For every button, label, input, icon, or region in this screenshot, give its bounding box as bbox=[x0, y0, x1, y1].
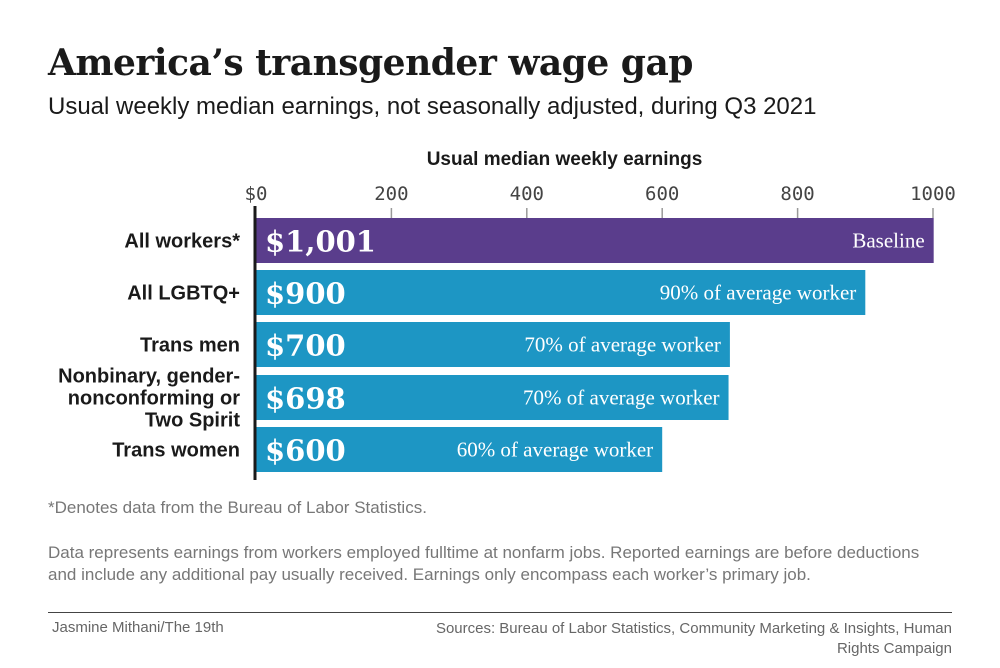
footer-divider bbox=[48, 612, 952, 613]
x-tick-label: 1000 bbox=[910, 183, 956, 205]
bar-value-label: $900 bbox=[265, 277, 346, 311]
bar-annotation: 90% of average worker bbox=[660, 281, 857, 305]
bar bbox=[256, 375, 729, 420]
category-label: Trans men bbox=[140, 335, 240, 357]
bar bbox=[256, 218, 934, 263]
category-label: Trans women bbox=[112, 440, 240, 462]
category-label: All workers* bbox=[124, 231, 240, 253]
bar-annotation: Baseline bbox=[852, 229, 924, 253]
x-tick-label: 200 bbox=[374, 183, 408, 205]
category-label: Nonbinary, gender- bbox=[58, 366, 240, 388]
bar-value-label: $700 bbox=[265, 329, 346, 363]
axis-title: Usual median weekly earnings bbox=[427, 149, 703, 170]
author-credit: Jasmine Mithani/The 19th bbox=[52, 619, 224, 636]
category-label: nonconforming or bbox=[68, 388, 240, 410]
methodology-note: Data represents earnings from workers em… bbox=[48, 543, 920, 584]
bar-annotation: 70% of average worker bbox=[523, 386, 720, 410]
sources-text: Sources: Bureau of Labor Statistics, Com… bbox=[435, 620, 952, 657]
x-tick-label: 600 bbox=[645, 183, 679, 205]
category-label: Two Spirit bbox=[145, 410, 241, 432]
category-label: All LGBTQ+ bbox=[127, 283, 240, 305]
x-tick-label: 400 bbox=[510, 183, 544, 205]
bar bbox=[256, 427, 663, 472]
bar-annotation: 70% of average worker bbox=[524, 333, 721, 357]
bar-chart: Usual median weekly earnings $0 200 400 600 8… bbox=[58, 149, 956, 480]
bar-annotation: 60% of average worker bbox=[457, 438, 654, 462]
footnote: *Denotes data from the Bureau of Labor S… bbox=[48, 498, 427, 517]
bar bbox=[256, 270, 866, 315]
bar-value-label: $600 bbox=[265, 434, 346, 468]
bar bbox=[256, 322, 730, 367]
chart-title: America’s transgender wage gap bbox=[48, 42, 693, 84]
bar-value-label: $698 bbox=[265, 382, 346, 416]
chart-subtitle: Usual weekly median earnings, not season… bbox=[48, 93, 817, 120]
bar-value-label: $1,001 bbox=[265, 225, 376, 259]
x-tick-label: $0 bbox=[245, 183, 268, 205]
x-tick-label: 800 bbox=[780, 183, 814, 205]
